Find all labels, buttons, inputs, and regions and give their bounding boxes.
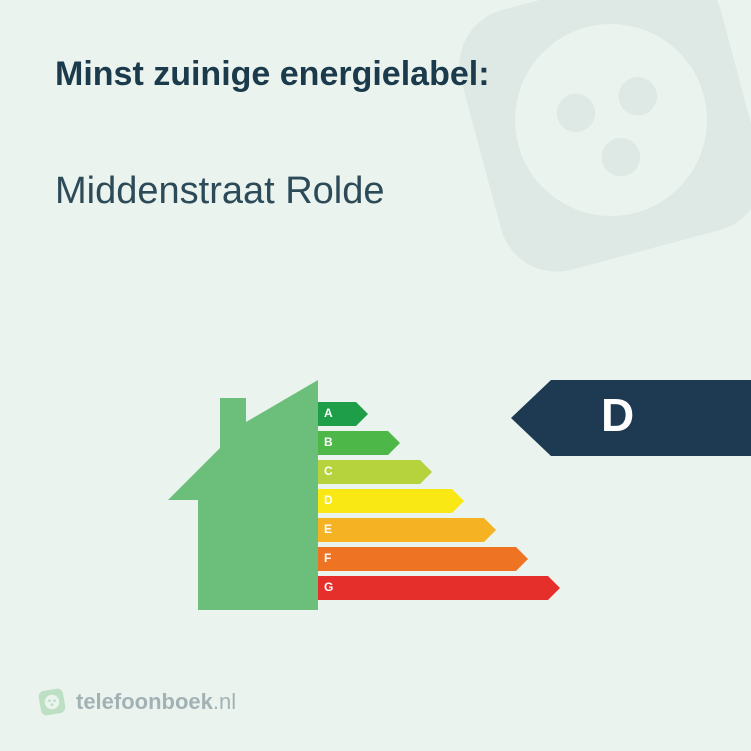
bar-letter: C [324,464,333,478]
energy-bar-g: G [318,576,560,600]
location-name: Middenstraat Rolde [55,170,385,213]
page-title: Minst zuinige energielabel: [55,55,490,94]
bar-letter: G [324,580,333,594]
energy-bar-d: D [318,489,560,513]
bar-letter: E [324,522,332,536]
energy-bar-f: F [318,547,560,571]
energy-bar-c: C [318,460,560,484]
bar-letter: B [324,435,333,449]
bar-letter: D [324,493,333,507]
footer: telefoonboek.nl [38,688,236,716]
footer-brand: telefoonboek.nl [76,689,236,715]
watermark-disc [415,0,751,316]
bar-letter: F [324,551,331,565]
result-letter: D [601,388,634,442]
result-badge: D [511,380,751,456]
bar-letter: A [324,406,333,420]
footer-logo-icon [38,688,66,716]
house-icon [168,380,318,610]
energy-bar-e: E [318,518,560,542]
